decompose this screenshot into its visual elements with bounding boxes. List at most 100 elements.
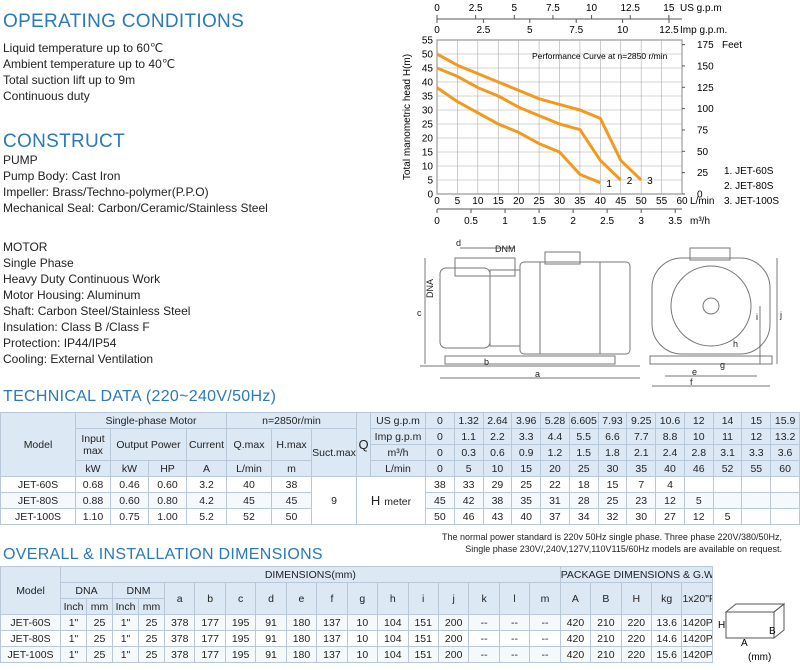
flow-cell: 55: [741, 460, 772, 477]
top-tick-label: 10: [586, 3, 598, 14]
dimension-cell: 25: [86, 630, 113, 647]
dimension-cell: 104: [377, 630, 409, 647]
y2-tick-label: 100: [697, 104, 714, 115]
top-tick-label: 10: [617, 25, 629, 36]
header-cell: DIMENSIONS(mm): [60, 566, 561, 583]
section-title: OPERATING CONDITIONS: [3, 11, 245, 32]
head-cell: 4: [655, 476, 685, 493]
header-cell: kW: [75, 460, 111, 477]
flow-cell: 6.605: [568, 412, 599, 429]
head-cell: 46: [453, 508, 484, 525]
box-label: (mm): [748, 652, 771, 663]
top-tick-label: 5: [527, 25, 533, 36]
x2-tick-label: 0.5: [464, 216, 478, 227]
top-tick-label: 7.5: [546, 3, 560, 14]
dimension-cell: 25: [138, 646, 165, 663]
flow-cell: 2.2: [482, 428, 513, 445]
spec-cell: 52: [226, 508, 272, 525]
header-cell: f: [316, 582, 348, 615]
x2-tick-label: 0: [434, 216, 440, 227]
dimension-cell: 177: [194, 646, 226, 663]
flow-cell: 1.2: [540, 444, 570, 461]
dimension-cell: 137: [316, 630, 348, 647]
header-cell: d: [255, 582, 287, 615]
head-cell: 29: [482, 476, 513, 493]
x-tick-label: 40: [595, 196, 607, 207]
box-diagram: A B H (mm): [718, 602, 786, 663]
dimension-cell: 210: [590, 614, 622, 631]
dimension-cell: 10: [346, 614, 379, 631]
x2-tick-label: 3: [638, 216, 644, 227]
dimension-cell: 13.6: [650, 614, 683, 631]
y2-tick-label: 50: [697, 147, 709, 158]
top-tick-label: 12.5: [659, 25, 679, 36]
text-line: Impeller: Brass/Techno-polymer(P.P.O): [3, 185, 209, 199]
header-cell: Q: [356, 412, 371, 477]
head-cell: 12: [683, 508, 714, 525]
top-unit: Imp g.p.m.: [680, 25, 727, 36]
header-cell: B: [590, 582, 622, 615]
x-unit: L/min: [690, 196, 714, 207]
y2-tick-label: 125: [697, 83, 714, 94]
flow-cell: 2.8: [683, 444, 714, 461]
dimension-label: g: [720, 360, 725, 370]
header-cell: H: [620, 582, 653, 615]
head-cell: 18: [568, 476, 599, 493]
spec-cell: 5.2: [186, 508, 227, 525]
head-cell: 33: [453, 476, 484, 493]
box-label: A: [741, 638, 748, 649]
x2-tick-label: 3.5: [668, 216, 682, 227]
curve-label: 1: [606, 179, 612, 190]
x-tick-label: 5: [455, 196, 461, 207]
spec-cell: 40: [226, 476, 272, 493]
dimension-cell: 151: [407, 630, 439, 647]
spec-cell: 38: [271, 476, 312, 493]
flow-cell: 15: [741, 412, 772, 429]
header-cell: e: [285, 582, 318, 615]
dimension-cell: 1": [112, 614, 139, 631]
spec-cell: 0.46: [110, 476, 149, 493]
flow-cell: 60: [770, 460, 800, 477]
dimension-cell: 25: [138, 630, 165, 647]
x-tick-label: 60: [676, 196, 688, 207]
head-cell: 5: [683, 492, 714, 509]
header-cell: kW: [110, 460, 149, 477]
empty-cell: [712, 476, 743, 493]
flow-cell: 3.1: [712, 444, 743, 461]
dimension-cell: 151: [407, 646, 439, 663]
dimension-cell: 1": [112, 630, 139, 647]
curve: [436, 86, 601, 185]
header-cell: DNA: [60, 582, 113, 599]
note-line: Single phase 230V/,240V,127V,110V115/60H…: [465, 544, 782, 554]
x-tick-label: 30: [554, 196, 566, 207]
x2-tick-label: 1.5: [532, 216, 546, 227]
spec-cell: 45: [271, 492, 312, 509]
header-cell: L/min: [226, 460, 272, 477]
flow-cell: 52: [712, 460, 743, 477]
section-title: OVERALL & INSTALLATION DIMENSIONS: [3, 546, 323, 563]
x2-tick-label: 1: [502, 216, 508, 227]
dimension-cell: 15.6: [650, 646, 683, 663]
dimension-cell: 151: [407, 614, 439, 631]
top-tick-label: 0: [434, 3, 440, 14]
dimension-cell: --: [498, 630, 531, 647]
table-row: JET-60S 1" 25 1" 25 378 177 195 91 180 137 10 104 151…: [0, 614, 713, 631]
flow-cell: 0: [425, 412, 455, 429]
head-unit: meter: [384, 496, 412, 508]
model-cell: JET-60S: [0, 614, 61, 631]
dimension-cell: 137: [316, 646, 348, 663]
x2-unit: m³/h: [690, 216, 710, 227]
dimension-cell: 137: [316, 614, 348, 631]
flow-cell: 40: [655, 460, 685, 477]
flow-cell: 1.5: [568, 444, 599, 461]
y-axis-title: Total manometric head H(m): [402, 54, 413, 180]
flow-cell: 3.96: [511, 412, 542, 429]
flow-cell: 3.6: [770, 444, 800, 461]
dimension-label: c: [417, 308, 422, 318]
flow-cell: 2.4: [655, 444, 685, 461]
flow-cell: 4.4: [540, 428, 570, 445]
top-tick-label: 0: [434, 25, 440, 36]
head-symbol: H: [370, 493, 381, 508]
dimension-cell: 180: [285, 630, 318, 647]
x-tick-label: 45: [615, 196, 627, 207]
